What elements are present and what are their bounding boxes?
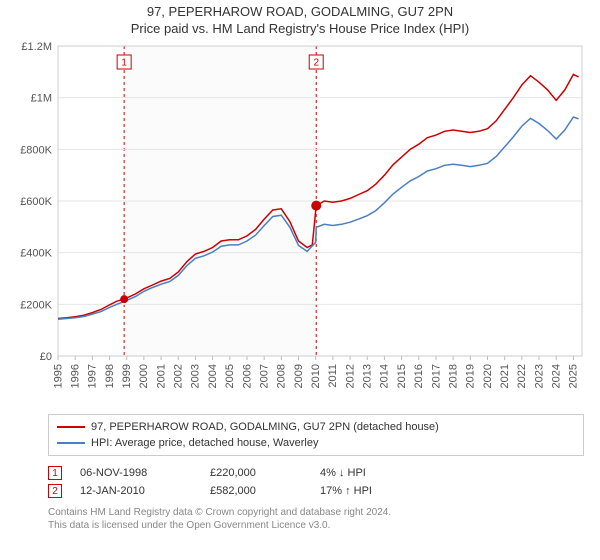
x-tick-label: 1997 [87,364,99,388]
x-tick-label: 1998 [104,364,116,388]
x-tick-label: 1999 [121,364,133,388]
tx-price: £582,000 [210,485,320,497]
y-tick-label: £1.2M [21,41,52,53]
x-tick-label: 2015 [396,364,408,388]
x-tick-label: 2021 [499,364,511,388]
tx-marker: 2 [48,484,62,498]
x-tick-label: 2016 [413,364,425,388]
sale-point-1 [120,295,128,303]
x-tick-label: 2023 [533,364,545,388]
y-tick-label: £600K [20,196,52,208]
x-tick-label: 2002 [173,364,185,388]
x-tick-label: 2008 [276,364,288,388]
y-tick-label: £800K [20,144,52,156]
x-tick-label: 2020 [482,364,494,388]
price-chart: £0 £200K £400K £600K £800K £1M £1.2M 1995 1996 19… [12,38,588,408]
footer-line2: This data is licensed under the Open Gov… [48,519,584,532]
tx-pct: 17% ↑ HPI [320,485,430,497]
x-tick-label: 2019 [465,364,477,388]
footer-line1: Contains HM Land Registry data © Crown c… [48,506,584,519]
legend-label: HPI: Average price, detached house, Wave… [91,437,318,449]
tx-price: £220,000 [210,467,320,479]
x-tick-label: 2003 [190,364,202,388]
y-tick-label: £0 [40,351,52,363]
x-tick-label: 2013 [362,364,374,388]
x-tick-label: 2022 [516,364,528,388]
legend-swatch [57,442,85,444]
x-tick-label: 2000 [138,364,150,388]
tx-date: 06-NOV-1998 [80,467,210,479]
footer-attribution: Contains HM Land Registry data © Crown c… [48,506,584,532]
y-tick-label: £400K [20,248,52,260]
tx-pct: 4% ↓ HPI [320,467,430,479]
y-tick-label: £200K [20,299,52,311]
x-tick-label: 2025 [568,364,580,388]
title-address: 97, PEPERHAROW ROAD, GODALMING, GU7 2PN [0,4,600,19]
x-tick-label: 2018 [447,364,459,388]
y-tick-label: £1M [31,93,52,105]
sale-point-2 [311,201,321,211]
x-tick-label: 2010 [310,364,322,388]
x-tick-label: 2001 [155,364,167,388]
legend-swatch [57,426,85,428]
x-tick-label: 1995 [52,364,64,388]
x-tick-label: 2006 [241,364,253,388]
title-subtitle: Price paid vs. HM Land Registry's House … [0,21,600,36]
tx-marker: 1 [48,466,62,480]
x-tick-label: 2007 [258,364,270,388]
transaction-row-2: 2 12-JAN-2010£582,00017% ↑ HPI [48,482,584,500]
chart-area: £0 £200K £400K £600K £800K £1M £1.2M 1995 1996 19… [0,38,600,408]
marker-label-1: 1 [121,58,127,69]
transaction-row-1: 1 06-NOV-1998£220,0004% ↓ HPI [48,464,584,482]
x-tick-label: 2012 [344,364,356,388]
x-tick-label: 2014 [379,364,391,388]
legend: 97, PEPERHAROW ROAD, GODALMING, GU7 2PN … [48,414,584,456]
x-tick-label: 2017 [430,364,442,388]
marker-label-2: 2 [313,58,319,69]
x-tick-label: 1996 [69,364,81,388]
tx-date: 12-JAN-2010 [80,485,210,497]
x-tick-label: 2004 [207,364,219,388]
legend-row-0: 97, PEPERHAROW ROAD, GODALMING, GU7 2PN … [57,419,575,435]
legend-label: 97, PEPERHAROW ROAD, GODALMING, GU7 2PN … [91,421,439,433]
transactions-table: 1 06-NOV-1998£220,0004% ↓ HPI 2 12-JAN-2010… [48,464,584,500]
x-tick-label: 2011 [327,364,339,388]
x-tick-label: 2024 [551,364,563,388]
chart-titles: 97, PEPERHAROW ROAD, GODALMING, GU7 2PN … [0,0,600,38]
x-tick-label: 2005 [224,364,236,388]
legend-row-1: HPI: Average price, detached house, Wave… [57,435,575,451]
x-tick-label: 2009 [293,364,305,388]
